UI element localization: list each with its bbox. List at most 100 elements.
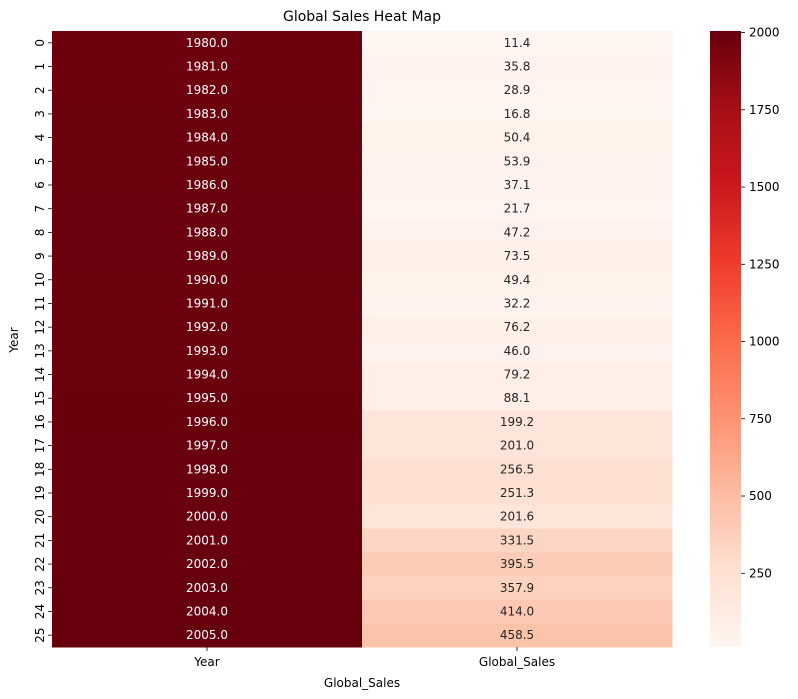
cell-value-label: 1996.0 [186, 415, 228, 429]
heatmap-cell [52, 362, 363, 387]
row-tick-label: 7 [33, 205, 47, 213]
y-axis-label: Year [7, 327, 21, 353]
cell-value-label: 21.7 [504, 202, 531, 216]
cell-value-label: 2003.0 [186, 581, 228, 595]
cell-value-label: 201.6 [500, 510, 534, 524]
chart-title: Global Sales Heat Map [283, 9, 441, 25]
row-tick-label: 13 [33, 343, 47, 358]
heatmap-cell [362, 102, 673, 127]
cell-value-label: 1989.0 [186, 249, 228, 263]
colorbar-ticks: 250 500 750 1000 1250 1500 1750 2000 [741, 26, 780, 580]
heatmap-cell [52, 410, 363, 435]
heatmap-cell [362, 196, 673, 222]
cell-value-label: 35.8 [504, 60, 531, 74]
row-tick-label: 24 [33, 604, 47, 619]
colorbar-tick-label: 1500 [749, 180, 780, 194]
heatmap-cell [52, 149, 363, 174]
cell-value-label: 46.0 [504, 344, 531, 358]
cell-value-label: 53.9 [504, 154, 531, 168]
heatmap-cell [52, 457, 363, 482]
heatmap-cell [362, 623, 673, 648]
column-tick-label: Global_Sales [479, 655, 555, 669]
heatmap-cell [52, 433, 363, 458]
cell-value-label: 76.2 [504, 320, 531, 334]
cell-value-label: 331.5 [500, 533, 534, 547]
cell-value-label: 16.8 [504, 107, 531, 121]
heatmap-cell [362, 78, 673, 103]
cell-value-label: 458.5 [500, 628, 534, 642]
cell-value-label: 32.2 [504, 296, 531, 310]
row-tick-labels: 0123456789101112131415161718192021222324… [33, 39, 52, 643]
heatmap-cell [52, 315, 363, 340]
colorbar-tick-label: 1000 [749, 335, 780, 349]
heatmap-cell [362, 149, 673, 174]
heatmap-cells: 1980.0 11.4 1981.0 35.8 1982.0 28.9 1983.0 16.8… [52, 31, 673, 648]
cell-value-label: 50.4 [504, 131, 531, 145]
row-tick-label: 0 [33, 39, 47, 47]
heatmap-cell [362, 575, 673, 601]
heatmap-cell [52, 386, 363, 411]
cell-value-label: 199.2 [500, 415, 534, 429]
cell-value-label: 357.9 [500, 581, 534, 595]
cell-value-label: 73.5 [504, 249, 531, 263]
heatmap-cell [52, 599, 363, 624]
heatmap-cell [52, 575, 363, 601]
cell-value-label: 28.9 [504, 83, 531, 97]
heatmap-cell [362, 31, 673, 56]
cell-value-label: 1992.0 [186, 320, 228, 334]
heatmap-cell [362, 362, 673, 387]
cell-value-label: 1991.0 [186, 296, 228, 310]
heatmap-cell [362, 244, 673, 269]
cell-value-label: 37.1 [504, 178, 531, 192]
heatmap-cell [362, 457, 673, 482]
heatmap-cell [362, 504, 673, 530]
cell-value-label: 1983.0 [186, 107, 228, 121]
cell-value-label: 2001.0 [186, 533, 228, 547]
row-tick-label: 2 [33, 86, 47, 94]
heatmap-cell [362, 386, 673, 411]
heatmap-cell [52, 102, 363, 127]
column-tick-labels: Year Global_Sales [193, 647, 555, 669]
heatmap-cell [52, 220, 363, 245]
row-tick-label: 5 [33, 157, 47, 165]
heatmap-cell [52, 339, 363, 364]
colorbar-tick-label: 750 [749, 412, 772, 426]
row-tick-label: 18 [33, 462, 47, 477]
heatmap-cell [362, 220, 673, 245]
cell-value-label: 414.0 [500, 604, 534, 618]
heatmap-cell [362, 315, 673, 340]
cell-value-label: 79.2 [504, 368, 531, 382]
cell-value-label: 2002.0 [186, 557, 228, 571]
heatmap-cell [362, 267, 673, 293]
heatmap-cell [362, 54, 673, 79]
cell-value-label: 2005.0 [186, 628, 228, 642]
heatmap-cell [362, 291, 673, 316]
colorbar-tick-label: 1750 [749, 103, 780, 117]
row-tick-label: 17 [33, 438, 47, 453]
cell-value-label: 1995.0 [186, 391, 228, 405]
heatmap-cell [362, 173, 673, 198]
cell-value-label: 49.4 [504, 273, 531, 287]
cell-value-label: 1997.0 [186, 439, 228, 453]
colorbar-tick-label: 1250 [749, 257, 780, 271]
cell-value-label: 1984.0 [186, 131, 228, 145]
row-tick-label: 25 [33, 628, 47, 643]
heatmap-cell [52, 267, 363, 293]
cell-value-label: 1982.0 [186, 83, 228, 97]
colorbar-tick-label: 2000 [749, 26, 780, 40]
heatmap-cell [52, 481, 363, 506]
heatmap-cell [52, 552, 363, 577]
cell-value-label: 11.4 [504, 36, 531, 50]
heatmap-cell [52, 244, 363, 269]
cell-value-label: 1987.0 [186, 202, 228, 216]
heatmap-cell [52, 173, 363, 198]
column-tick-label: Year [193, 655, 219, 669]
heatmap-cell [362, 481, 673, 506]
row-tick-label: 21 [33, 533, 47, 548]
cell-value-label: 1980.0 [186, 36, 228, 50]
cell-value-label: 1988.0 [186, 225, 228, 239]
row-tick-label: 20 [33, 509, 47, 524]
row-tick-label: 3 [33, 110, 47, 118]
row-tick-label: 16 [33, 414, 47, 429]
